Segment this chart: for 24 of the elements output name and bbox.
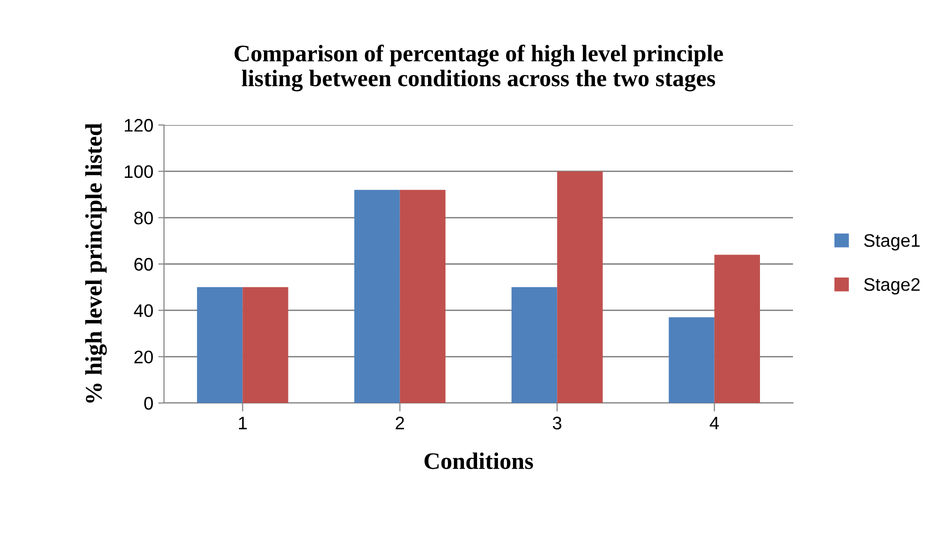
x-tick-label: 2 bbox=[396, 416, 404, 430]
x-tick-label: 3 bbox=[552, 416, 562, 430]
y-tick-label: 120 bbox=[124, 118, 153, 132]
bar bbox=[400, 190, 446, 403]
legend-label: Stage1 bbox=[864, 234, 920, 250]
y-tick-label: 100 bbox=[124, 165, 153, 178]
bar bbox=[354, 190, 400, 403]
x-axis-title: Conditions bbox=[424, 452, 534, 470]
y-tick-label: 60 bbox=[134, 258, 153, 271]
bar bbox=[714, 254, 760, 403]
y-tick-label: 0 bbox=[144, 396, 153, 410]
y-tick-label: 80 bbox=[134, 212, 153, 224]
y-tick-label: 40 bbox=[134, 304, 153, 318]
chart-title: Comparison of percentage of high level principle listing between conditions across the two stages bbox=[234, 44, 723, 92]
bar bbox=[242, 287, 288, 403]
bar bbox=[512, 287, 558, 403]
bar bbox=[668, 317, 714, 403]
x-tick-label: 4 bbox=[710, 416, 719, 430]
bar bbox=[557, 171, 603, 403]
y-axis-title: % high level principle listed bbox=[85, 123, 107, 403]
legend-label: Stage2 bbox=[864, 278, 920, 294]
y-tick-label: 20 bbox=[134, 350, 153, 364]
x-tick-label: 1 bbox=[238, 416, 247, 430]
bar bbox=[197, 287, 243, 403]
